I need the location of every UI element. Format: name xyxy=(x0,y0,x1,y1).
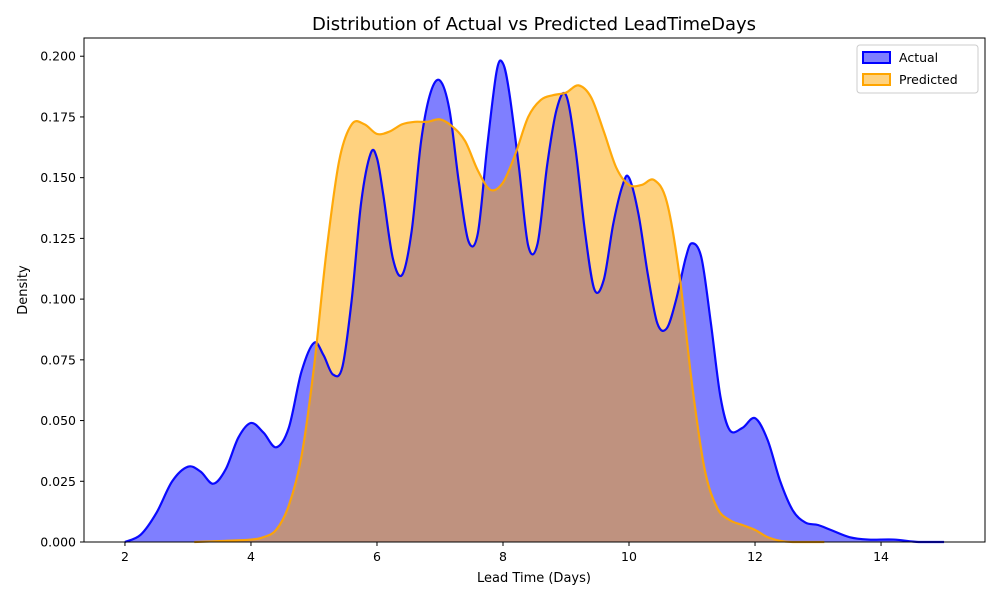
x-tick-label: 4 xyxy=(247,549,255,564)
y-axis-label: Density xyxy=(16,265,31,315)
plot-area xyxy=(83,37,986,544)
legend-label-predicted: Predicted xyxy=(899,72,958,87)
y-tick-label: 0.025 xyxy=(40,474,76,489)
x-axis-label: Lead Time (Days) xyxy=(477,571,591,586)
x-tick-label: 12 xyxy=(747,549,763,564)
legend: Actual Predicted xyxy=(856,44,979,94)
y-tick-label: 0.150 xyxy=(40,170,76,185)
x-tick-label: 8 xyxy=(499,549,507,564)
y-tick-label: 0.075 xyxy=(40,352,76,367)
x-tick-label: 10 xyxy=(621,549,637,564)
area-predicted xyxy=(194,85,825,543)
line-predicted xyxy=(194,84,825,544)
chart-title: Distribution of Actual vs Predicted Lead… xyxy=(312,14,756,35)
x-tick-label: 6 xyxy=(373,549,381,564)
plot-frame xyxy=(83,37,986,543)
y-axis: 0.000 0.025 0.050 0.075 0.100 0.125 0.150 0.175… xyxy=(40,49,84,550)
legend-label-actual: Actual xyxy=(899,50,938,65)
legend-swatch-predicted xyxy=(862,73,891,86)
y-tick-label: 0.100 xyxy=(40,292,76,307)
y-tick-label: 0.000 xyxy=(40,535,76,550)
x-tick-label: 2 xyxy=(121,549,129,564)
y-tick-label: 0.200 xyxy=(40,49,76,64)
y-tick-label: 0.050 xyxy=(40,413,76,428)
line-actual xyxy=(124,59,945,544)
x-tick-label: 14 xyxy=(873,549,889,564)
x-axis: 2 4 6 8 10 12 14 xyxy=(121,542,889,564)
y-tick-label: 0.125 xyxy=(40,231,76,246)
legend-swatch-actual xyxy=(862,51,891,64)
y-tick-label: 0.175 xyxy=(40,109,76,124)
